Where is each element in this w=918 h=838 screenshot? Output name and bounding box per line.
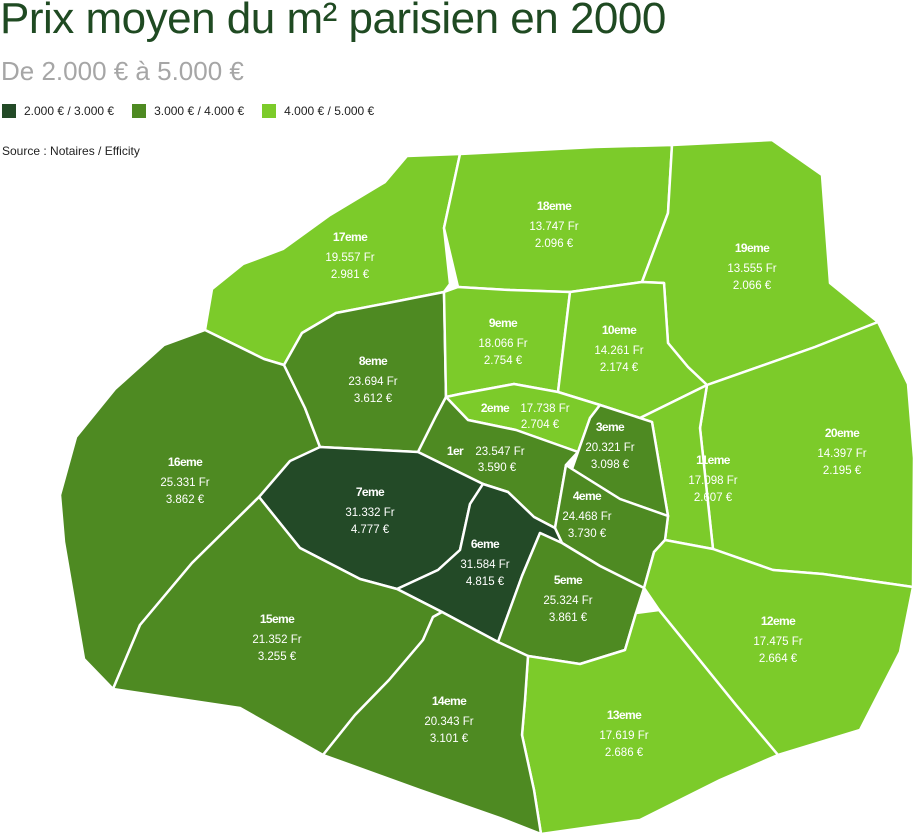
district-name-a2: 2eme xyxy=(481,401,510,415)
district-francs-a17: 19.557 Fr xyxy=(325,252,374,264)
district-francs-a1: 23.547 Fr xyxy=(475,446,524,458)
district-labels: 17eme 19.557 Fr 2.981 € 18eme 13.747 Fr 2.096… xyxy=(160,199,866,759)
district-name-a20: 20eme xyxy=(825,426,860,440)
district-francs-a10: 14.261 Fr xyxy=(594,345,643,357)
district-francs-a4: 24.468 Fr xyxy=(562,511,611,523)
district-euros-a1: 3.590 € xyxy=(478,462,517,474)
district-francs-a7: 31.332 Fr xyxy=(345,507,394,519)
district-euros-a15: 3.255 € xyxy=(258,651,297,663)
district-name-a5: 5eme xyxy=(554,573,583,587)
legend: 2.000 € / 3.000 € 3.000 € / 4.000 € 4.00… xyxy=(2,104,374,118)
page-title: Prix moyen du m² parisien en 2000 xyxy=(0,0,666,43)
district-14[interactable] xyxy=(321,610,543,836)
district-francs-a6: 31.584 Fr xyxy=(460,559,509,571)
legend-label-high: 4.000 € / 5.000 € xyxy=(284,104,375,118)
district-euros-a10: 2.174 € xyxy=(600,362,639,374)
district-francs-a15: 21.352 Fr xyxy=(252,634,301,646)
district-francs-a16: 25.331 Fr xyxy=(160,477,209,489)
district-euros-a14: 3.101 € xyxy=(430,733,469,745)
district-euros-a4: 3.730 € xyxy=(568,528,607,540)
district-euros-a19: 2.066 € xyxy=(733,280,772,292)
district-francs-a9: 18.066 Fr xyxy=(478,338,527,350)
district-name-a9: 9eme xyxy=(489,316,518,330)
district-name-a13: 13eme xyxy=(607,708,642,722)
district-euros-a11: 2.607 € xyxy=(694,492,733,504)
district-francs-a20: 14.397 Fr xyxy=(817,448,866,460)
district-francs-a5: 25.324 Fr xyxy=(543,595,592,607)
district-francs-a8: 23.694 Fr xyxy=(348,376,397,388)
district-euros-a7: 4.777 € xyxy=(351,524,390,536)
district-francs-a18: 13.747 Fr xyxy=(529,221,578,233)
district-name-a3: 3eme xyxy=(596,420,625,434)
legend-label-low: 2.000 € / 3.000 € xyxy=(24,104,115,118)
district-euros-a3: 3.098 € xyxy=(591,459,630,471)
legend-swatch-mid xyxy=(132,104,147,118)
district-euros-a17: 2.981 € xyxy=(331,269,370,281)
district-name-a4: 4eme xyxy=(573,489,602,503)
district-name-a18: 18eme xyxy=(537,199,572,213)
district-euros-a6: 4.815 € xyxy=(466,576,505,588)
district-name-a16: 16eme xyxy=(168,455,203,469)
source-note: Source : Notaires / Efficity xyxy=(2,144,140,158)
district-name-a17: 17eme xyxy=(333,230,368,244)
district-name-a8: 8eme xyxy=(359,354,388,368)
district-euros-a18: 2.096 € xyxy=(535,238,574,250)
district-name-a1: 1er xyxy=(447,444,464,458)
district-euros-a20: 2.195 € xyxy=(823,465,862,477)
district-francs-a14: 20.343 Fr xyxy=(424,716,473,728)
district-name-a11: 11eme xyxy=(696,453,731,467)
legend-swatch-high xyxy=(262,104,277,118)
district-euros-a12: 2.664 € xyxy=(759,653,798,665)
district-euros-a9: 2.754 € xyxy=(484,355,523,367)
district-name-a15: 15eme xyxy=(260,612,295,626)
district-francs-a11: 17.098 Fr xyxy=(688,475,737,487)
district-francs-a12: 17.475 Fr xyxy=(753,636,802,648)
district-18[interactable] xyxy=(442,143,674,294)
district-francs-a2: 17.738 Fr xyxy=(520,403,569,415)
district-francs-a3: 20.321 Fr xyxy=(585,442,634,454)
district-euros-a8: 3.612 € xyxy=(354,393,393,405)
legend-item-low: 2.000 € / 3.000 € xyxy=(2,104,114,118)
district-francs-a13: 17.619 Fr xyxy=(599,730,648,742)
legend-label-mid: 3.000 € / 4.000 € xyxy=(154,104,245,118)
district-name-a12: 12eme xyxy=(761,614,796,628)
district-euros-a2: 2.704 € xyxy=(521,419,560,431)
district-euros-a16: 3.862 € xyxy=(166,494,205,506)
legend-item-mid: 3.000 € / 4.000 € xyxy=(132,104,244,118)
district-name-a10: 10eme xyxy=(602,323,637,337)
legend-item-high: 4.000 € / 5.000 € xyxy=(262,104,374,118)
district-name-a7: 7eme xyxy=(356,485,385,499)
district-name-a14: 14eme xyxy=(432,694,467,708)
page-subtitle: De 2.000 € à 5.000 € xyxy=(1,56,244,86)
district-euros-a5: 3.861 € xyxy=(549,612,588,624)
district-name-a19: 19eme xyxy=(735,241,770,255)
district-name-a6: 6eme xyxy=(471,537,500,551)
legend-swatch-low xyxy=(2,104,16,118)
district-francs-a19: 13.555 Fr xyxy=(727,263,776,275)
district-euros-a13: 2.686 € xyxy=(605,747,644,759)
